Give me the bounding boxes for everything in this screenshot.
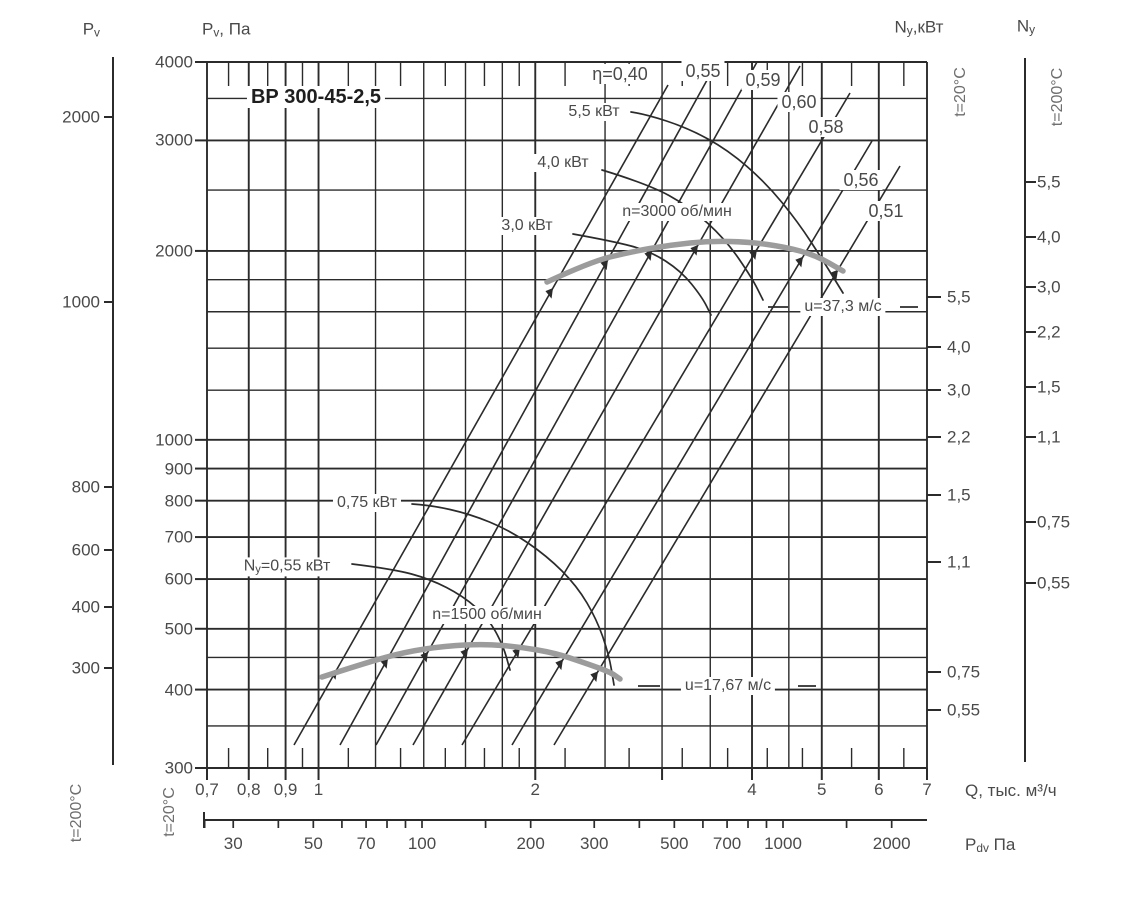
eta-line <box>339 61 718 746</box>
eta-line <box>461 92 851 746</box>
eta-arrow <box>830 269 838 281</box>
eta-arrow <box>749 249 757 260</box>
power-curve <box>411 503 615 686</box>
eta-arrow <box>460 648 468 660</box>
eta-arrow <box>590 671 598 683</box>
eta-line <box>412 65 801 746</box>
eta-line <box>375 61 758 746</box>
eta-line <box>511 140 873 746</box>
eta-line <box>553 165 901 746</box>
eta-arrow <box>600 259 608 271</box>
speed-curve-n3000 <box>544 238 846 285</box>
power-curve <box>572 233 712 316</box>
eta-arrow <box>545 287 553 299</box>
speed-curve-n1500 <box>319 641 623 682</box>
eta-line <box>293 84 669 746</box>
power-curve <box>630 111 844 294</box>
eta-arrow <box>420 651 428 663</box>
eta-arrow <box>512 647 520 659</box>
power-curve <box>351 563 511 671</box>
eta-arrow <box>690 244 698 256</box>
eta-arrow <box>795 256 803 268</box>
eta-arrow <box>555 659 563 671</box>
power-curve <box>601 169 764 301</box>
